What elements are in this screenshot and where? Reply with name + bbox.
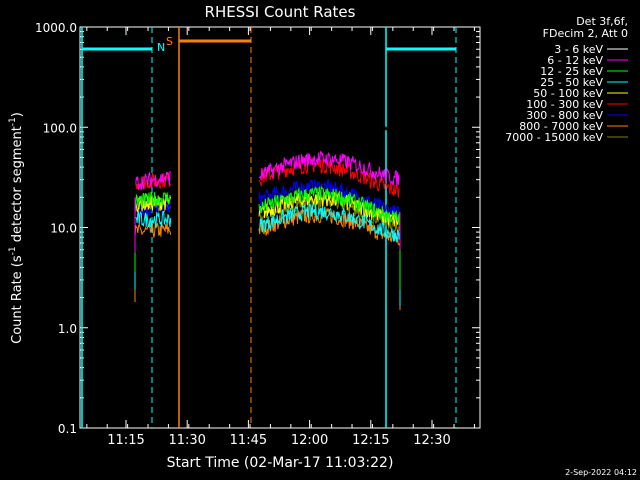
series-line xyxy=(258,178,401,221)
series-line xyxy=(258,203,401,243)
series-line xyxy=(134,191,171,209)
legend-label: 3 - 6 keV xyxy=(554,43,603,56)
legend-label: 25 - 50 keV xyxy=(540,76,603,89)
overlay-layer xyxy=(81,27,457,428)
series-line xyxy=(134,118,172,130)
x-tick-label: 11:15 xyxy=(107,433,144,448)
legend-header: FDecim 2, Att 0 xyxy=(543,27,628,40)
svg-text:Count Rate (s-1 detector segme: Count Rate (s-1 detector segment-1) xyxy=(8,112,25,344)
x-tick-label: 12:15 xyxy=(352,433,389,448)
saa-marker-label: S xyxy=(166,35,173,48)
legend-label: 300 - 800 keV xyxy=(526,109,603,122)
series-layer xyxy=(134,111,401,311)
series-line xyxy=(258,111,400,132)
y-label-part2: detector segment xyxy=(10,126,25,246)
y-tick-label: 0.1 xyxy=(58,422,77,436)
y-tick-label: 100.0 xyxy=(43,121,77,135)
legend-label: 100 - 300 keV xyxy=(526,98,603,111)
series-line xyxy=(258,185,401,226)
y-label-part3: ) xyxy=(10,112,25,117)
series-line xyxy=(258,150,401,187)
y-label-part1: Count Rate (s xyxy=(10,255,25,344)
legend-label: 800 - 7000 keV xyxy=(519,120,603,133)
ticks-layer: 0.1 1.0 10.0 100.0 1000.0 11:15 11:30 11:45 12:0… xyxy=(35,21,480,448)
x-axis-label: Start Time (02-Mar-17 11:03:22) xyxy=(167,455,394,471)
series-line xyxy=(134,170,172,191)
chart-title: RHESSI Count Rates xyxy=(205,3,356,21)
legend-header: Det 3f,6f, xyxy=(576,15,628,28)
x-tick-label: 11:30 xyxy=(168,433,205,448)
x-tick-label: 12:30 xyxy=(413,433,450,448)
x-tick-label: 11:45 xyxy=(230,433,267,448)
y-label-sup2: -1 xyxy=(8,117,18,126)
series-line xyxy=(134,210,172,228)
y-tick-label: 1.0 xyxy=(58,322,77,336)
series-line xyxy=(134,222,172,238)
y-tick-label: 10.0 xyxy=(50,222,77,236)
legend-label: 50 - 100 keV xyxy=(533,87,603,100)
legend-label: 12 - 25 keV xyxy=(540,65,603,78)
y-axis-label: Count Rate (s-1 detector segment-1) xyxy=(8,112,25,344)
y-label-sup1: -1 xyxy=(8,246,18,255)
legend-label: 6 - 12 keV xyxy=(547,54,603,67)
timestamp-label: 2-Sep-2022 04:12 xyxy=(565,468,637,477)
y-tick-label: 1000.0 xyxy=(35,21,77,35)
night-marker-label: N xyxy=(157,41,165,54)
legend-label: 7000 - 15000 keV xyxy=(505,131,603,144)
x-tick-label: 12:00 xyxy=(291,433,328,448)
